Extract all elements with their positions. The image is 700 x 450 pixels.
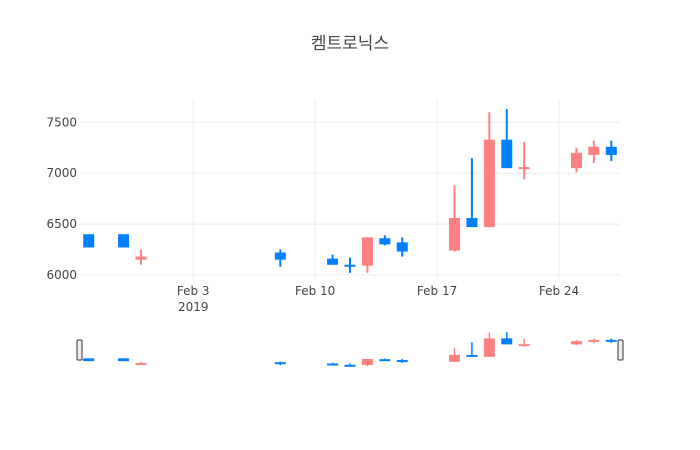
y-tick-label: 7500 bbox=[46, 115, 77, 129]
range-slider-background[interactable] bbox=[80, 328, 620, 368]
x-tick-year-label: 2019 bbox=[178, 300, 209, 314]
mini-candle-body bbox=[518, 344, 530, 347]
mini-candle bbox=[118, 358, 130, 362]
candle-body bbox=[483, 139, 495, 228]
candle bbox=[274, 249, 286, 267]
candle-body bbox=[118, 234, 130, 248]
y-axis: 6000 6500 7000 7500 bbox=[46, 115, 77, 282]
mini-candle bbox=[396, 358, 408, 364]
mini-candle bbox=[466, 342, 478, 357]
x-tick-label: Feb 24 bbox=[539, 284, 579, 298]
candle-body bbox=[327, 258, 339, 265]
candle bbox=[83, 234, 95, 248]
y-tick-label: 6500 bbox=[46, 217, 77, 231]
mini-candle bbox=[274, 361, 286, 366]
mini-candle-body bbox=[605, 339, 617, 342]
mini-candle-body bbox=[327, 363, 339, 366]
mini-candle bbox=[570, 340, 582, 346]
candle bbox=[518, 141, 530, 180]
x-tick-label: Feb 10 bbox=[295, 284, 335, 298]
grid-lines bbox=[80, 100, 620, 280]
candle-body bbox=[344, 264, 356, 267]
candle-body bbox=[361, 237, 373, 266]
range-slider-left-handle[interactable] bbox=[76, 339, 83, 361]
candle-body bbox=[501, 139, 513, 169]
mini-candle-body bbox=[483, 338, 495, 357]
candle-body bbox=[605, 146, 617, 155]
mini-candle-body bbox=[396, 360, 408, 363]
candles bbox=[83, 109, 617, 273]
candle bbox=[501, 109, 513, 169]
mini-candle-body bbox=[466, 354, 478, 357]
range-slider-candles bbox=[83, 331, 617, 367]
mini-candle-body bbox=[361, 358, 373, 365]
mini-candle bbox=[327, 362, 339, 366]
y-tick-label: 6000 bbox=[46, 268, 77, 282]
candle bbox=[327, 254, 339, 265]
mini-candle-body bbox=[344, 364, 356, 367]
candle-body bbox=[449, 217, 461, 251]
candle-body bbox=[83, 234, 95, 248]
candle bbox=[449, 185, 461, 252]
candle bbox=[588, 140, 600, 164]
candle-body bbox=[466, 217, 478, 228]
mini-candle-body bbox=[118, 358, 130, 362]
mini-candle-body bbox=[588, 339, 600, 342]
candle bbox=[118, 234, 130, 248]
mini-candle bbox=[361, 358, 373, 367]
mini-candle bbox=[588, 338, 600, 344]
mini-candle-body bbox=[449, 354, 461, 362]
candle-body bbox=[588, 146, 600, 155]
candle-body bbox=[379, 238, 391, 245]
candle bbox=[379, 235, 391, 246]
candle-body bbox=[570, 152, 582, 169]
mini-candle bbox=[518, 338, 530, 347]
candle-body bbox=[274, 252, 286, 260]
mini-candle-body bbox=[135, 363, 147, 366]
mini-candle-body bbox=[83, 358, 95, 362]
candle bbox=[361, 237, 373, 273]
range-slider[interactable] bbox=[76, 328, 624, 368]
x-axis: Feb 3 2019 Feb 10 Feb 17 Feb 24 bbox=[177, 284, 579, 314]
candle bbox=[344, 257, 356, 273]
candle bbox=[466, 157, 478, 228]
mini-candle-body bbox=[379, 359, 391, 362]
candle bbox=[396, 237, 408, 257]
mini-candle bbox=[605, 338, 617, 343]
mini-candle bbox=[344, 363, 356, 367]
candle bbox=[605, 140, 617, 162]
candle-body bbox=[518, 167, 530, 170]
candle bbox=[570, 147, 582, 173]
x-tick-label: Feb 3 bbox=[177, 284, 210, 298]
mini-candle bbox=[449, 348, 461, 362]
mini-candle-body bbox=[570, 341, 582, 345]
range-slider-right-handle[interactable] bbox=[617, 339, 624, 361]
candle-body bbox=[396, 242, 408, 252]
chart-title: 켐트로닉스 bbox=[311, 34, 389, 54]
y-tick-label: 7000 bbox=[46, 166, 77, 180]
mini-candle-body bbox=[274, 362, 286, 365]
candle bbox=[135, 249, 147, 265]
mini-candle bbox=[135, 361, 147, 366]
mini-candle bbox=[501, 331, 513, 345]
mini-candle bbox=[379, 358, 391, 362]
mini-candle-body bbox=[501, 338, 513, 345]
x-tick-label: Feb 17 bbox=[417, 284, 457, 298]
mini-candle bbox=[83, 358, 95, 362]
candle-body bbox=[135, 256, 147, 260]
candle bbox=[483, 112, 495, 228]
mini-candle bbox=[483, 332, 495, 357]
